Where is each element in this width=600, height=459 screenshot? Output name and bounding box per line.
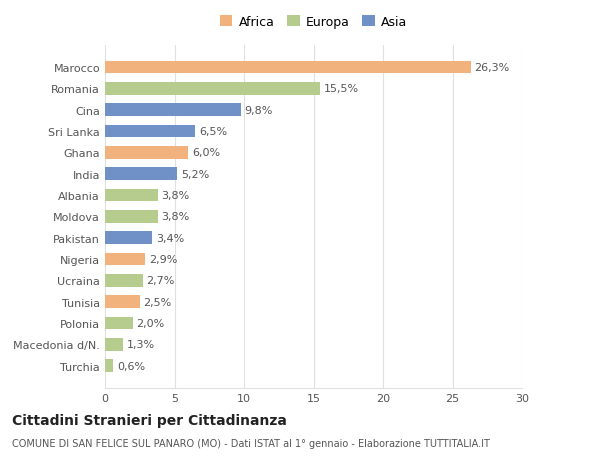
Text: 6,0%: 6,0% [192, 148, 220, 158]
Bar [105, 189, 158, 202]
Bar [105, 253, 145, 266]
Text: 2,0%: 2,0% [136, 319, 164, 328]
Text: 1,3%: 1,3% [127, 340, 155, 350]
Text: Cittadini Stranieri per Cittadinanza: Cittadini Stranieri per Cittadinanza [12, 413, 287, 427]
Text: 2,9%: 2,9% [149, 254, 177, 264]
Bar [105, 359, 113, 372]
Bar [105, 317, 133, 330]
Text: 2,5%: 2,5% [143, 297, 172, 307]
Bar [105, 211, 158, 223]
Text: 5,2%: 5,2% [181, 169, 209, 179]
Text: 15,5%: 15,5% [324, 84, 359, 94]
Bar [105, 338, 123, 351]
Text: 26,3%: 26,3% [474, 63, 509, 73]
Text: 0,6%: 0,6% [117, 361, 145, 371]
Bar [105, 168, 177, 181]
Bar [105, 232, 152, 245]
Bar [105, 296, 140, 308]
Bar [105, 104, 241, 117]
Bar [105, 274, 143, 287]
Text: 9,8%: 9,8% [245, 106, 273, 115]
Text: COMUNE DI SAN FELICE SUL PANARO (MO) - Dati ISTAT al 1° gennaio - Elaborazione T: COMUNE DI SAN FELICE SUL PANARO (MO) - D… [12, 438, 490, 448]
Bar [105, 62, 470, 74]
Bar [105, 83, 320, 95]
Text: 3,8%: 3,8% [161, 190, 190, 201]
Text: 2,7%: 2,7% [146, 276, 175, 286]
Bar [105, 146, 188, 159]
Text: 6,5%: 6,5% [199, 127, 227, 137]
Text: 3,8%: 3,8% [161, 212, 190, 222]
Legend: Africa, Europa, Asia: Africa, Europa, Asia [216, 12, 411, 33]
Text: 3,4%: 3,4% [156, 233, 184, 243]
Bar [105, 125, 196, 138]
